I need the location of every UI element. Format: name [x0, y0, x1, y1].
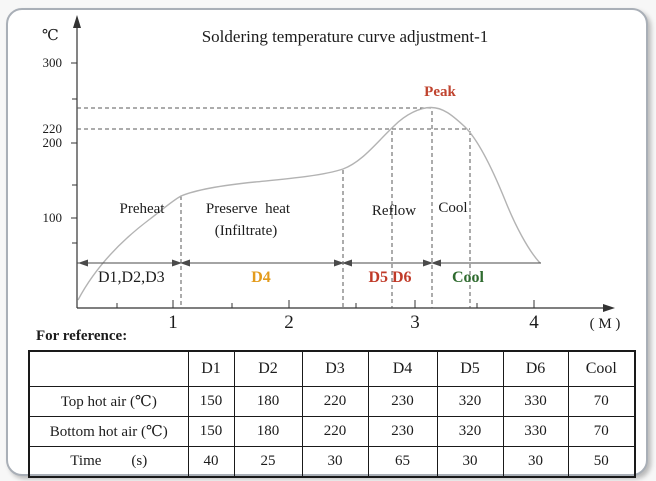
- cell-value: 220: [301, 386, 369, 417]
- phase-label-reflow: Reflow: [371, 203, 417, 219]
- cell-value: 30: [502, 446, 569, 478]
- temperature-curve: [77, 106, 541, 301]
- cell-value: 180: [233, 386, 303, 417]
- y-tick-label-300: 300: [42, 55, 63, 70]
- y-tick-label-200: 200: [42, 135, 63, 150]
- x-tick-label-4: 4: [529, 312, 539, 333]
- header-cell-d2: D2: [233, 350, 303, 387]
- x-tick-label-1: 1: [168, 312, 178, 333]
- reference-table: D1 D2 D3 D4 D5 D6 Cool Top hot air (℃) 1…: [28, 350, 636, 478]
- segment-label-d4: D4: [251, 269, 271, 286]
- row-label: Time (s): [28, 446, 189, 478]
- cell-value: 25: [233, 446, 303, 478]
- cell-value: 330: [502, 386, 569, 417]
- table-row-bottom-hot-air: Bottom hot air (℃) 150 180 220 230 320 3…: [28, 416, 636, 447]
- x-axis-arrowhead: [603, 304, 615, 312]
- segment-label-d6: D6: [392, 269, 412, 286]
- y-axis-ticks: [71, 62, 77, 244]
- cell-value: 40: [187, 446, 235, 478]
- segment-label-d5: D5: [368, 269, 388, 286]
- chart-title: Soldering temperature curve adjustment-1: [201, 27, 489, 46]
- header-cell-d6: D6: [502, 350, 569, 387]
- cell-value: 30: [301, 446, 369, 478]
- table-header-row: D1 D2 D3 D4 D5 D6 Cool: [28, 350, 636, 387]
- y-tick-label-100: 100: [42, 210, 63, 225]
- cell-value: 30: [436, 446, 504, 478]
- y-axis-arrowhead: [73, 15, 81, 28]
- temperature-curve-plot: [71, 15, 615, 312]
- header-cell-d4: D4: [367, 350, 438, 387]
- cell-value: 320: [436, 386, 504, 417]
- cell-value: 150: [187, 386, 235, 417]
- cell-value: 65: [367, 446, 438, 478]
- table-row-top-hot-air: Top hot air (℃) 150 180 220 230 320 330 …: [28, 386, 636, 417]
- cell-value: 50: [567, 446, 636, 478]
- peak-annotation: Peak: [424, 84, 456, 100]
- phase-label-infiltrate: (Infiltrate): [214, 223, 278, 239]
- segment-label-cool: Cool: [452, 269, 484, 286]
- phase-label-preheat: Preheat: [119, 201, 165, 217]
- header-cell-d3: D3: [301, 350, 369, 387]
- table-row-time: Time (s) 40 25 30 65 30 30 50: [28, 446, 636, 478]
- cell-value: 70: [567, 386, 636, 417]
- cell-value: 70: [567, 416, 636, 447]
- row-label: Top hot air (℃): [28, 386, 189, 417]
- cell-value: 230: [367, 386, 438, 417]
- cell-value: 150: [187, 416, 235, 447]
- header-cell-cool: Cool: [567, 350, 636, 387]
- x-axis-ticks: [116, 300, 535, 308]
- phase-label-cool: Cool: [438, 200, 468, 216]
- phase-span-arrowheads: [78, 259, 441, 267]
- x-tick-label-3: 3: [410, 312, 420, 333]
- cell-value: 320: [436, 416, 504, 447]
- cell-value: 180: [233, 416, 303, 447]
- for-reference-label: For reference:: [36, 328, 128, 344]
- y-axis-unit-label: ℃: [42, 28, 59, 44]
- segment-label-d1-d2-d3: D1,D2,D3: [98, 269, 165, 286]
- cell-value: 330: [502, 416, 569, 447]
- header-cell-d1: D1: [187, 350, 235, 387]
- cell-value: 220: [301, 416, 369, 447]
- phase-label-preserve-heat: Preserve heat: [205, 201, 291, 217]
- y-tick-label-220: 220: [42, 121, 63, 136]
- x-tick-label-2: 2: [284, 312, 294, 333]
- header-cell-empty: [28, 350, 189, 387]
- header-cell-d5: D5: [436, 350, 504, 387]
- row-label: Bottom hot air (℃): [28, 416, 189, 447]
- x-axis-unit-label: ( M ): [589, 316, 621, 332]
- cell-value: 230: [367, 416, 438, 447]
